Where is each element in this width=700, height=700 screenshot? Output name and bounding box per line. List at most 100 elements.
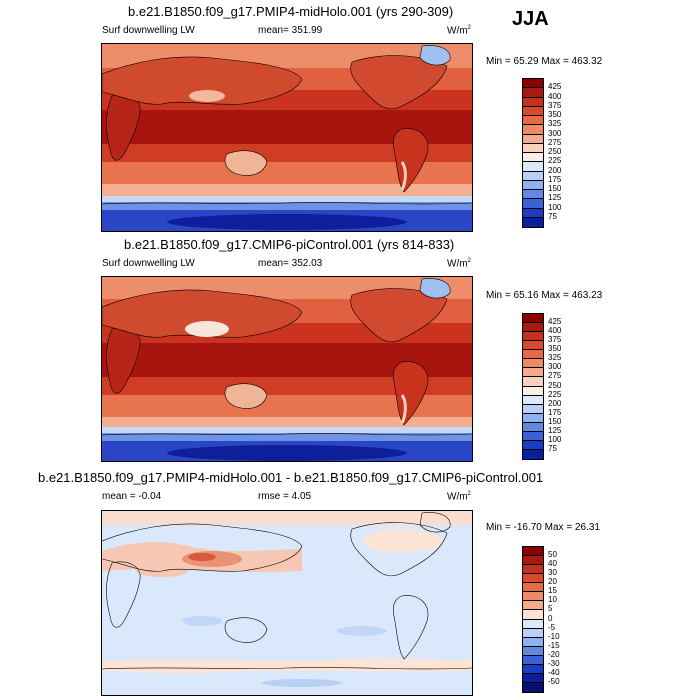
colorbar-segment (523, 143, 543, 153)
colorbar-segment (523, 682, 543, 692)
colorbar-segment (523, 341, 543, 351)
colorbar-segment (523, 106, 543, 116)
panel-1-mean: mean= 351.99 (258, 25, 323, 36)
colorbar-tick-label: 150 (548, 184, 562, 193)
colorbar-segment (523, 601, 543, 611)
colorbar-tick-label: 225 (548, 389, 562, 399)
colorbar-segment (523, 180, 543, 190)
colorbar-tick-label: 325 (548, 119, 562, 129)
colorbar-segment (523, 556, 543, 566)
colorbar-tick-label: 100 (548, 434, 562, 444)
colorbar-segment (523, 79, 543, 89)
panel-2-map (101, 276, 473, 462)
colorbar-tick-label: 225 (548, 156, 562, 166)
colorbar-tick-label: 125 (548, 425, 562, 435)
colorbar-segment (523, 637, 543, 647)
colorbar-tick-label: -5 (548, 622, 556, 632)
panel-1-minmax: Min = 65.29 Max = 463.32 (486, 56, 603, 67)
colorbar-tick-label: -40 (548, 667, 560, 677)
colorbar-segment (523, 673, 543, 683)
panel-1-map (101, 43, 473, 232)
colorbar-tick-label: 5 (548, 604, 553, 614)
colorbar-tick-label: -10 (548, 631, 560, 641)
colorbar-tick-label: 400 (548, 91, 562, 101)
colorbar-tick-label: 400 (548, 326, 562, 336)
colorbar-segment (523, 422, 543, 432)
colorbar-tick-label: 0 (548, 613, 553, 623)
colorbar-tick-label: 75 (548, 443, 557, 453)
colorbar-segment (523, 134, 543, 144)
colorbar-tick-label: -15 (548, 640, 560, 650)
colorbar-tick-label: 350 (548, 344, 562, 354)
season-label: JJA (512, 8, 549, 30)
panel-2-minmax: Min = 65.16 Max = 463.23 (486, 290, 603, 301)
colorbar-segment (523, 332, 543, 342)
colorbar-tick-label: 275 (548, 371, 562, 381)
colorbar-segment (523, 171, 543, 181)
colorbar-tick-label: 15 (548, 586, 557, 596)
panel-2-units: W/m2 (447, 258, 471, 270)
panel-1-units: W/m2 (447, 25, 471, 37)
panel-3-title: b.e21.B1850.f09_g17.PMIP4-midHolo.001 - … (38, 470, 544, 485)
colorbar-tick-label: 200 (548, 398, 562, 408)
colorbar-segment (523, 547, 543, 557)
colorbar-tick-label: 250 (548, 380, 562, 390)
colorbar-segment (523, 565, 543, 575)
colorbar-segment (523, 190, 543, 200)
panel-3-minmax: Min = -16.70 Max = 26.31 (486, 522, 600, 533)
colorbar-segment (523, 162, 543, 172)
colorbar-tick-label: 350 (548, 110, 562, 119)
colorbar-tick-label: 125 (548, 193, 562, 203)
colorbar-segment (523, 116, 543, 126)
colorbar-segment (523, 592, 543, 602)
colorbar-tick-label: 30 (548, 568, 557, 578)
panel-2-colorbar (522, 313, 544, 460)
panel-3-units: W/m2 (447, 491, 471, 503)
panel-3-map (101, 510, 473, 696)
colorbar-segment (523, 377, 543, 387)
colorbar-tick-label: -50 (548, 676, 560, 686)
colorbar-segment (523, 413, 543, 423)
panel-3-rmse: rmse = 4.05 (258, 491, 312, 502)
colorbar-segment (523, 217, 543, 227)
colorbar-tick-label: 275 (548, 137, 562, 147)
colorbar-tick-label: 10 (548, 595, 557, 605)
colorbar-segment (523, 404, 543, 414)
colorbar-tick-label: 375 (548, 335, 562, 345)
colorbar-segment (523, 628, 543, 638)
colorbar-tick-label: 20 (548, 577, 557, 587)
colorbar-segment (523, 395, 543, 405)
colorbar-tick-label: 425 (548, 317, 562, 327)
panel-1-colorbar (522, 78, 544, 228)
colorbar-segment (523, 449, 543, 459)
colorbar-tick-label: 100 (548, 202, 562, 212)
panel-1-title: b.e21.B1850.f09_g17.PMIP4-midHolo.001 (y… (128, 4, 454, 19)
panel-2-mean: mean= 352.03 (258, 258, 323, 269)
colorbar-segment (523, 646, 543, 656)
colorbar-tick-label: 175 (548, 174, 562, 184)
colorbar-segment (523, 97, 543, 107)
colorbar-segment (523, 664, 543, 674)
panel-3-mean: mean = -0.04 (102, 491, 162, 502)
colorbar-tick-label: 75 (548, 211, 557, 221)
colorbar-tick-label: 40 (548, 559, 557, 569)
colorbar-segment (523, 199, 543, 209)
colorbar-segment (523, 88, 543, 98)
colorbar-tick-label: 150 (548, 416, 562, 426)
colorbar-segment (523, 431, 543, 441)
colorbar-segment (523, 359, 543, 369)
colorbar-segment (523, 153, 543, 163)
colorbar-tick-label: 425 (548, 82, 562, 92)
colorbar-tick-label: 250 (548, 147, 562, 156)
colorbar-tick-label: -20 (548, 649, 560, 659)
colorbar-segment (523, 655, 543, 665)
panel-1-variable-label: Surf downwelling LW (102, 25, 195, 36)
colorbar-segment (523, 574, 543, 584)
colorbar-segment (523, 583, 543, 593)
colorbar-tick-label: 175 (548, 407, 562, 417)
colorbar-segment (523, 314, 543, 324)
colorbar-tick-label: 200 (548, 165, 562, 175)
colorbar-tick-label: 300 (548, 128, 562, 138)
colorbar-segment (523, 440, 543, 450)
colorbar-segment (523, 386, 543, 396)
